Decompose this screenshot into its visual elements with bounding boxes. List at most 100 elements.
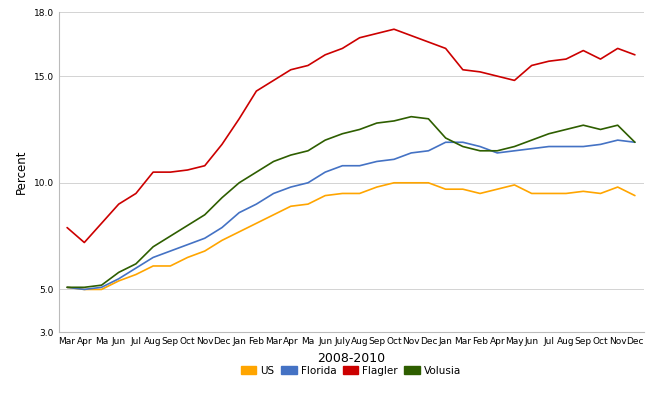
US	[115, 279, 123, 284]
US	[218, 238, 226, 243]
Flagler	[218, 142, 226, 147]
Volusia	[150, 244, 157, 249]
Volusia	[98, 283, 105, 288]
Flagler	[493, 74, 501, 79]
Flagler	[476, 69, 484, 74]
US	[252, 221, 260, 226]
Florida	[510, 148, 518, 153]
Volusia	[373, 121, 381, 126]
Line: Volusia: Volusia	[67, 117, 635, 287]
US	[98, 287, 105, 292]
Florida	[424, 148, 432, 153]
Florida	[442, 140, 450, 145]
Volusia	[597, 127, 604, 132]
Volusia	[184, 223, 192, 228]
Line: Flagler: Flagler	[67, 29, 635, 243]
Flagler	[166, 170, 174, 175]
Flagler	[98, 221, 105, 226]
Florida	[166, 249, 174, 254]
US	[493, 187, 501, 192]
US	[339, 191, 346, 196]
US	[235, 229, 243, 234]
Volusia	[528, 138, 536, 143]
Volusia	[408, 114, 415, 119]
US	[545, 191, 552, 196]
US	[81, 287, 88, 292]
Florida	[373, 159, 381, 164]
Florida	[614, 138, 621, 143]
US	[287, 204, 294, 209]
Florida	[132, 266, 140, 271]
Flagler	[235, 116, 243, 121]
Flagler	[304, 63, 312, 68]
Florida	[150, 255, 157, 260]
Flagler	[510, 78, 518, 83]
Line: US: US	[67, 183, 635, 290]
Volusia	[510, 144, 518, 149]
Volusia	[476, 148, 484, 153]
Flagler	[252, 89, 260, 94]
Flagler	[597, 57, 604, 62]
Volusia	[424, 116, 432, 121]
Flagler	[545, 59, 552, 64]
Volusia	[442, 136, 450, 141]
Florida	[184, 242, 192, 247]
Flagler	[390, 27, 398, 32]
Florida	[98, 285, 105, 290]
US	[304, 202, 312, 207]
Florida	[579, 144, 587, 149]
Florida	[63, 285, 71, 290]
US	[373, 185, 381, 190]
Florida	[304, 180, 312, 185]
US	[562, 191, 570, 196]
Legend: US, Florida, Flagler, Volusia: US, Florida, Flagler, Volusia	[237, 361, 465, 379]
US	[132, 272, 140, 277]
Volusia	[81, 285, 88, 290]
Volusia	[201, 212, 209, 217]
Flagler	[614, 46, 621, 51]
Florida	[235, 210, 243, 215]
Florida	[270, 191, 278, 196]
Florida	[339, 163, 346, 168]
US	[459, 187, 467, 192]
US	[201, 249, 209, 254]
Florida	[287, 185, 294, 190]
Flagler	[321, 52, 329, 57]
US	[390, 180, 398, 185]
US	[631, 193, 639, 198]
Florida	[459, 140, 467, 145]
Flagler	[270, 78, 278, 83]
Volusia	[252, 170, 260, 175]
US	[166, 264, 174, 269]
Volusia	[63, 285, 71, 290]
Flagler	[356, 35, 363, 40]
Flagler	[373, 31, 381, 36]
US	[184, 255, 192, 260]
US	[270, 212, 278, 217]
Volusia	[339, 131, 346, 136]
Volusia	[235, 180, 243, 185]
Flagler	[528, 63, 536, 68]
Volusia	[356, 127, 363, 132]
Volusia	[579, 123, 587, 128]
US	[510, 183, 518, 188]
Florida	[476, 144, 484, 149]
Florida	[252, 202, 260, 207]
US	[528, 191, 536, 196]
Florida	[493, 151, 501, 156]
Florida	[408, 151, 415, 156]
Flagler	[424, 40, 432, 45]
US	[597, 191, 604, 196]
Line: Florida: Florida	[67, 140, 635, 290]
US	[614, 185, 621, 190]
Volusia	[390, 119, 398, 124]
Florida	[545, 144, 552, 149]
Flagler	[150, 170, 157, 175]
Volusia	[562, 127, 570, 132]
Flagler	[562, 57, 570, 62]
Flagler	[132, 191, 140, 196]
Florida	[321, 170, 329, 175]
Volusia	[321, 138, 329, 143]
Volusia	[631, 140, 639, 145]
US	[424, 180, 432, 185]
